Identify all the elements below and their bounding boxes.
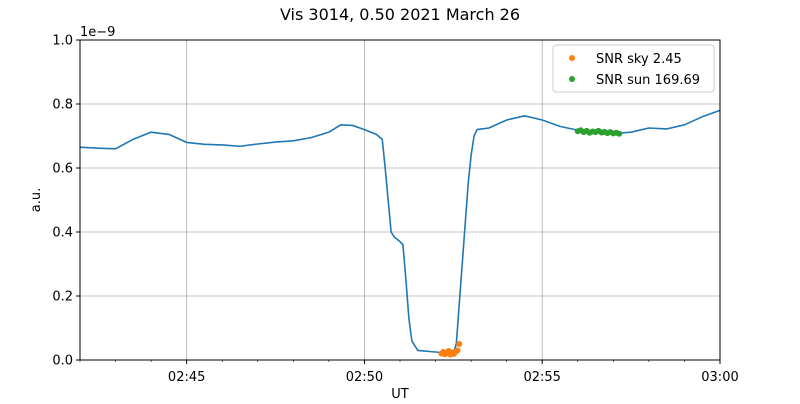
- y-offset-label: 1e−9: [80, 25, 115, 40]
- y-tick-label: 1.0: [52, 34, 73, 49]
- y-tick-label: 0.4: [52, 226, 73, 241]
- sky-point: [454, 347, 461, 354]
- sky-point: [456, 341, 463, 347]
- y-axis-label: a.u.: [29, 188, 44, 212]
- x-tick-label: 02:55: [523, 370, 560, 385]
- x-tick-label: 03:00: [701, 370, 738, 385]
- tick-layer: 02:45 02:50 02:55 03:00 0.0 0.2 0.4 0.6 0.8 1.0: [52, 34, 738, 386]
- chart-title: Vis 3014, 0.50 2021 March 26: [280, 5, 520, 24]
- legend: SNR sky 2.45 SNR sun 169.69: [552, 44, 715, 93]
- y-tick-label: 0.0: [52, 354, 73, 369]
- x-tick-label: 02:45: [168, 370, 205, 385]
- legend-label-sun: SNR sun 169.69: [596, 73, 700, 88]
- data-layer: [79, 109, 721, 358]
- sun-point: [616, 130, 623, 137]
- y-tick-label: 0.8: [52, 98, 73, 113]
- y-tick-label: 0.6: [52, 162, 73, 177]
- x-axis-label: UT: [391, 387, 409, 400]
- legend-marker-sky: [569, 55, 575, 61]
- legend-label-sky: SNR sky 2.45: [596, 52, 682, 67]
- legend-box: [552, 44, 715, 93]
- y-tick-label: 0.2: [52, 290, 73, 305]
- legend-marker-sun: [569, 76, 575, 82]
- x-tick-label: 02:50: [346, 370, 383, 385]
- signal-line: [79, 109, 721, 355]
